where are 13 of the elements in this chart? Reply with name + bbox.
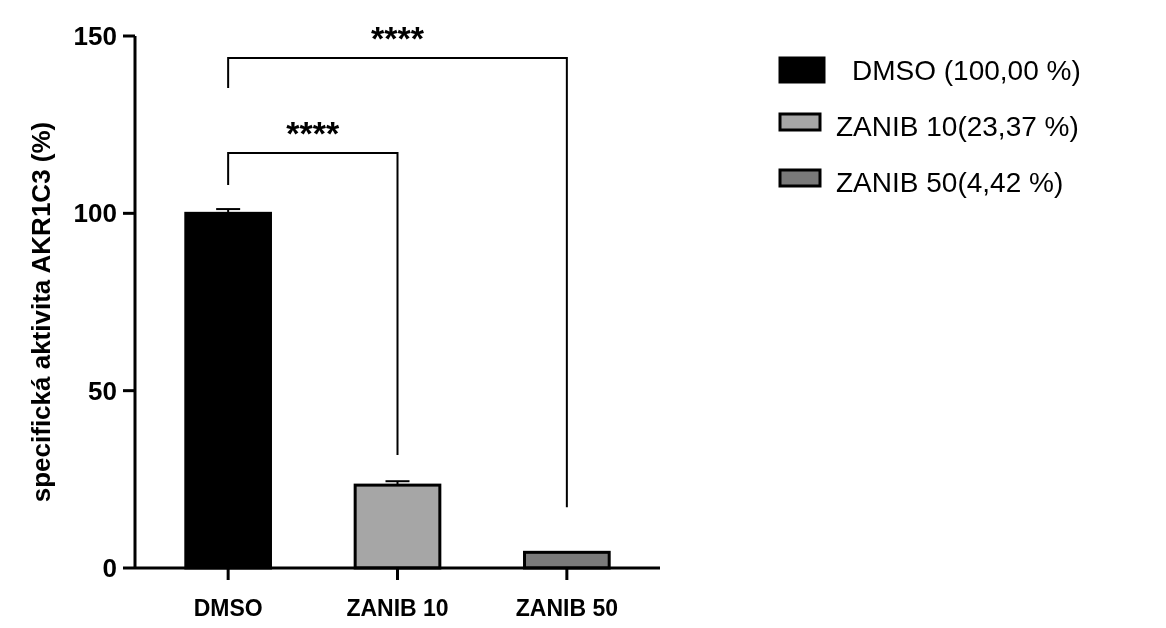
y-tick-label: 100 [73,198,117,229]
y-tick-label: 150 [73,21,117,52]
annotation: **** [286,114,341,152]
x-tick-label: ZANIB 50 [515,595,618,621]
y-tick-label: 0 [102,553,117,584]
y-axis-title: specifická aktivita AKR1C3 (%) [26,121,56,503]
y-tick-label: 50 [88,375,117,406]
annotation: **** [371,19,425,57]
legend-label: ZANIB 10(23,37 %) [836,110,1079,142]
legend-label: DMSO (100,00 %) [852,54,1081,86]
x-tick-label: ZANIB 10 [346,595,449,621]
legend-label: ZANIB 50(4,42 %) [836,166,1064,198]
x-tick-label: DMSO [193,595,263,621]
